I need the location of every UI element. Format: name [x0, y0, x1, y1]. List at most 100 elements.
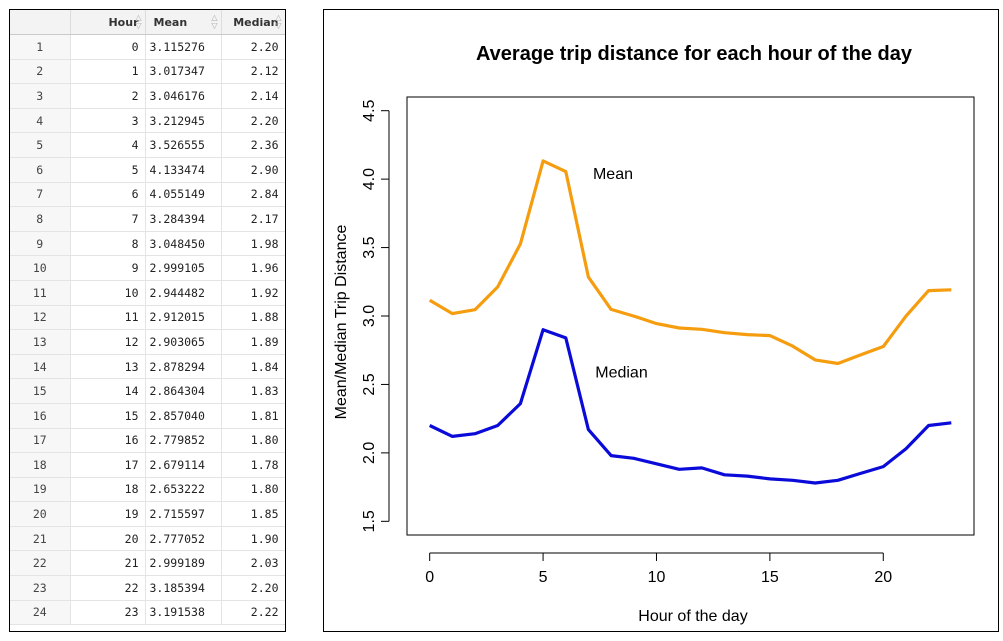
row-index-cell: 10: [10, 255, 71, 281]
table-row: 10 9 2.999105 1.96: [10, 255, 285, 281]
row-index-cell: 18: [10, 452, 71, 478]
column-header-mean[interactable]: Mean △ ▽: [145, 10, 222, 35]
sort-icon[interactable]: △ ▽: [211, 13, 218, 30]
hour-cell: 9: [70, 255, 146, 281]
row-index-cell: 14: [10, 354, 71, 380]
y-tick-label: 4.5: [361, 99, 378, 121]
median-cell: 1.89: [221, 329, 285, 355]
median-cell: 2.20: [221, 34, 285, 60]
row-index-cell: 15: [10, 378, 71, 404]
mean-cell: 4.133474: [145, 157, 222, 183]
row-index-header: [10, 10, 71, 35]
mean-cell: 2.878294: [145, 354, 222, 380]
row-index-cell: 1: [10, 34, 71, 60]
row-index-cell: 7: [10, 182, 71, 208]
table-header-row: Hour △ ▽ Mean △ ▽ Median △ ▽: [10, 10, 285, 35]
hour-cell: 21: [70, 550, 146, 577]
hour-cell: 23: [70, 600, 146, 626]
mean-cell: 3.284394: [145, 206, 222, 232]
series-line-mean: [428, 159, 952, 366]
series-layer: [428, 159, 952, 485]
median-cell: 1.84: [221, 354, 285, 380]
median-cell: 1.80: [221, 477, 285, 503]
table-row: 12 11 2.912015 1.88: [10, 305, 285, 331]
x-tick-label: 0: [425, 569, 434, 586]
median-cell: 1.98: [221, 231, 285, 257]
x-tick-label: 15: [761, 569, 779, 586]
series-annotation: Mean: [593, 166, 633, 183]
row-index-cell: 19: [10, 477, 71, 503]
column-header-hour[interactable]: Hour △ ▽: [70, 10, 146, 35]
x-tick-label: 20: [874, 569, 892, 586]
table-row: 2 1 3.017347 2.12: [10, 59, 285, 85]
column-header-label: Hour: [108, 15, 139, 29]
row-index-cell: 20: [10, 501, 71, 527]
table-row: 24 23 3.191538 2.22: [10, 600, 285, 626]
median-cell: 2.17: [221, 206, 285, 232]
median-cell: 2.84: [221, 182, 285, 208]
table-row: 8 7 3.284394 2.17: [10, 206, 285, 232]
table-row: 17 16 2.779852 1.80: [10, 428, 285, 454]
row-index-cell: 17: [10, 428, 71, 454]
mean-cell: 3.115276: [145, 34, 222, 60]
row-index-cell: 22: [10, 550, 71, 577]
median-cell: 2.20: [221, 108, 285, 134]
hour-cell: 0: [70, 34, 146, 60]
y-tick-label: 3.5: [361, 236, 378, 258]
chart-panel: Average trip distance for each hour of t…: [323, 9, 999, 632]
annotation-layer: Mean Median: [593, 166, 648, 381]
median-cell: 2.03: [221, 550, 285, 577]
median-cell: 1.80: [221, 428, 285, 454]
mean-cell: 2.715597: [145, 501, 222, 527]
line-chart: Average trip distance for each hour of t…: [333, 43, 975, 625]
median-cell: 2.22: [221, 600, 285, 626]
hour-cell: 18: [70, 477, 146, 503]
table-row: 20 19 2.715597 1.85: [10, 501, 285, 527]
table-row: 16 15 2.857040 1.81: [10, 403, 285, 429]
y-axis-label: Mean/Median Trip Distance: [333, 225, 350, 420]
median-cell: 2.90: [221, 157, 285, 183]
hour-cell: 12: [70, 329, 146, 355]
hour-cell: 17: [70, 452, 146, 478]
mean-cell: 2.857040: [145, 403, 222, 429]
y-tick-label: 1.5: [361, 510, 378, 532]
median-cell: 2.20: [221, 575, 285, 601]
hour-cell: 15: [70, 403, 146, 429]
mean-cell: 2.944482: [145, 280, 222, 306]
mean-cell: 3.017347: [145, 59, 222, 85]
hour-cell: 22: [70, 575, 146, 601]
mean-cell: 2.779852: [145, 428, 222, 454]
table-row: 5 4 3.526555 2.36: [10, 132, 285, 158]
hour-cell: 4: [70, 132, 146, 158]
median-cell: 1.96: [221, 255, 285, 281]
table-row: 22 21 2.999189 2.03: [10, 550, 285, 577]
mean-cell: 2.653222: [145, 477, 222, 503]
y-tick-label: 2.5: [361, 373, 378, 395]
sort-icon[interactable]: △ ▽: [135, 13, 142, 30]
mean-cell: 3.212945: [145, 108, 222, 134]
hour-cell: 20: [70, 526, 146, 552]
mean-cell: 3.048450: [145, 231, 222, 257]
column-header-median[interactable]: Median △ ▽: [221, 10, 285, 35]
hour-cell: 14: [70, 378, 146, 404]
table-row: 6 5 4.133474 2.90: [10, 157, 285, 183]
row-index-cell: 3: [10, 83, 71, 109]
y-tick-label: 3.0: [361, 305, 378, 327]
table-row: 23 22 3.185394 2.20: [10, 575, 285, 601]
hour-cell: 8: [70, 231, 146, 257]
table-row: 7 6 4.055149 2.84: [10, 182, 285, 208]
sort-icon[interactable]: △ ▽: [275, 13, 282, 30]
row-index-cell: 12: [10, 305, 71, 331]
table-row: 13 12 2.903065 1.89: [10, 329, 285, 355]
series-line-median: [429, 328, 952, 485]
table-row: 21 20 2.777052 1.90: [10, 526, 285, 552]
row-index-cell: 2: [10, 59, 71, 85]
plot-frame: [406, 96, 975, 536]
hour-cell: 16: [70, 428, 146, 454]
table-row: 1 0 3.115276 2.20: [10, 34, 285, 60]
series-annotation: Median: [595, 365, 647, 382]
row-index-cell: 5: [10, 132, 71, 158]
row-index-cell: 11: [10, 280, 71, 306]
mean-cell: 2.999189: [145, 550, 222, 577]
hour-cell: 5: [70, 157, 146, 183]
